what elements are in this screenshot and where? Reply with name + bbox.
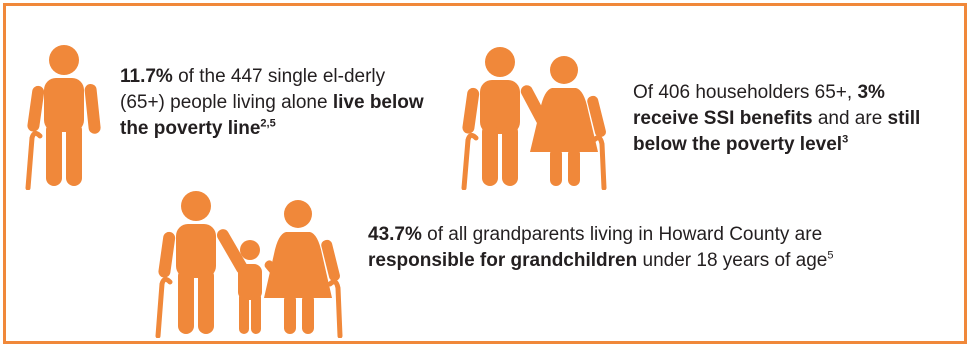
- stat1-bold: live below the poverty line: [120, 92, 424, 139]
- stat2-bold: still below the poverty level: [633, 108, 921, 155]
- stat-poverty-single-elderly: 11.7% of the 447 single el-derly (65+) p…: [120, 64, 430, 142]
- stat3-percent: 43.7%: [368, 224, 422, 245]
- stat2-text-b: and are: [812, 108, 888, 129]
- stat1-text: of the 447 single el-derly (65+) people …: [120, 66, 386, 113]
- stat-grandparents-responsible: 43.7% of all grandparents living in Howa…: [368, 222, 928, 274]
- stat1-percent: 11.7%: [120, 66, 173, 87]
- stat1-footnote: 2,5: [260, 117, 276, 130]
- elderly-man-with-cane-icon: [25, 45, 101, 190]
- elderly-couple-icon: [461, 47, 607, 190]
- stat2-footnote: 3: [842, 133, 849, 146]
- stat3-footnote: 5: [827, 249, 834, 262]
- stat2-percent: 3% receive SSI benefits: [633, 82, 885, 129]
- infographic-frame: [3, 3, 967, 344]
- grandparents-with-child-icon: [155, 191, 343, 338]
- stat2-text: Of 406 householders 65+,: [633, 82, 858, 103]
- stat3-text: of all grandparents living in Howard Cou…: [421, 224, 823, 245]
- stat-ssi-householders: Of 406 householders 65+, 3% receive SSI …: [633, 80, 943, 158]
- stat3-bold: responsible for grandchildren: [368, 250, 638, 271]
- stat3-text-b: under 18 years of age: [637, 250, 828, 271]
